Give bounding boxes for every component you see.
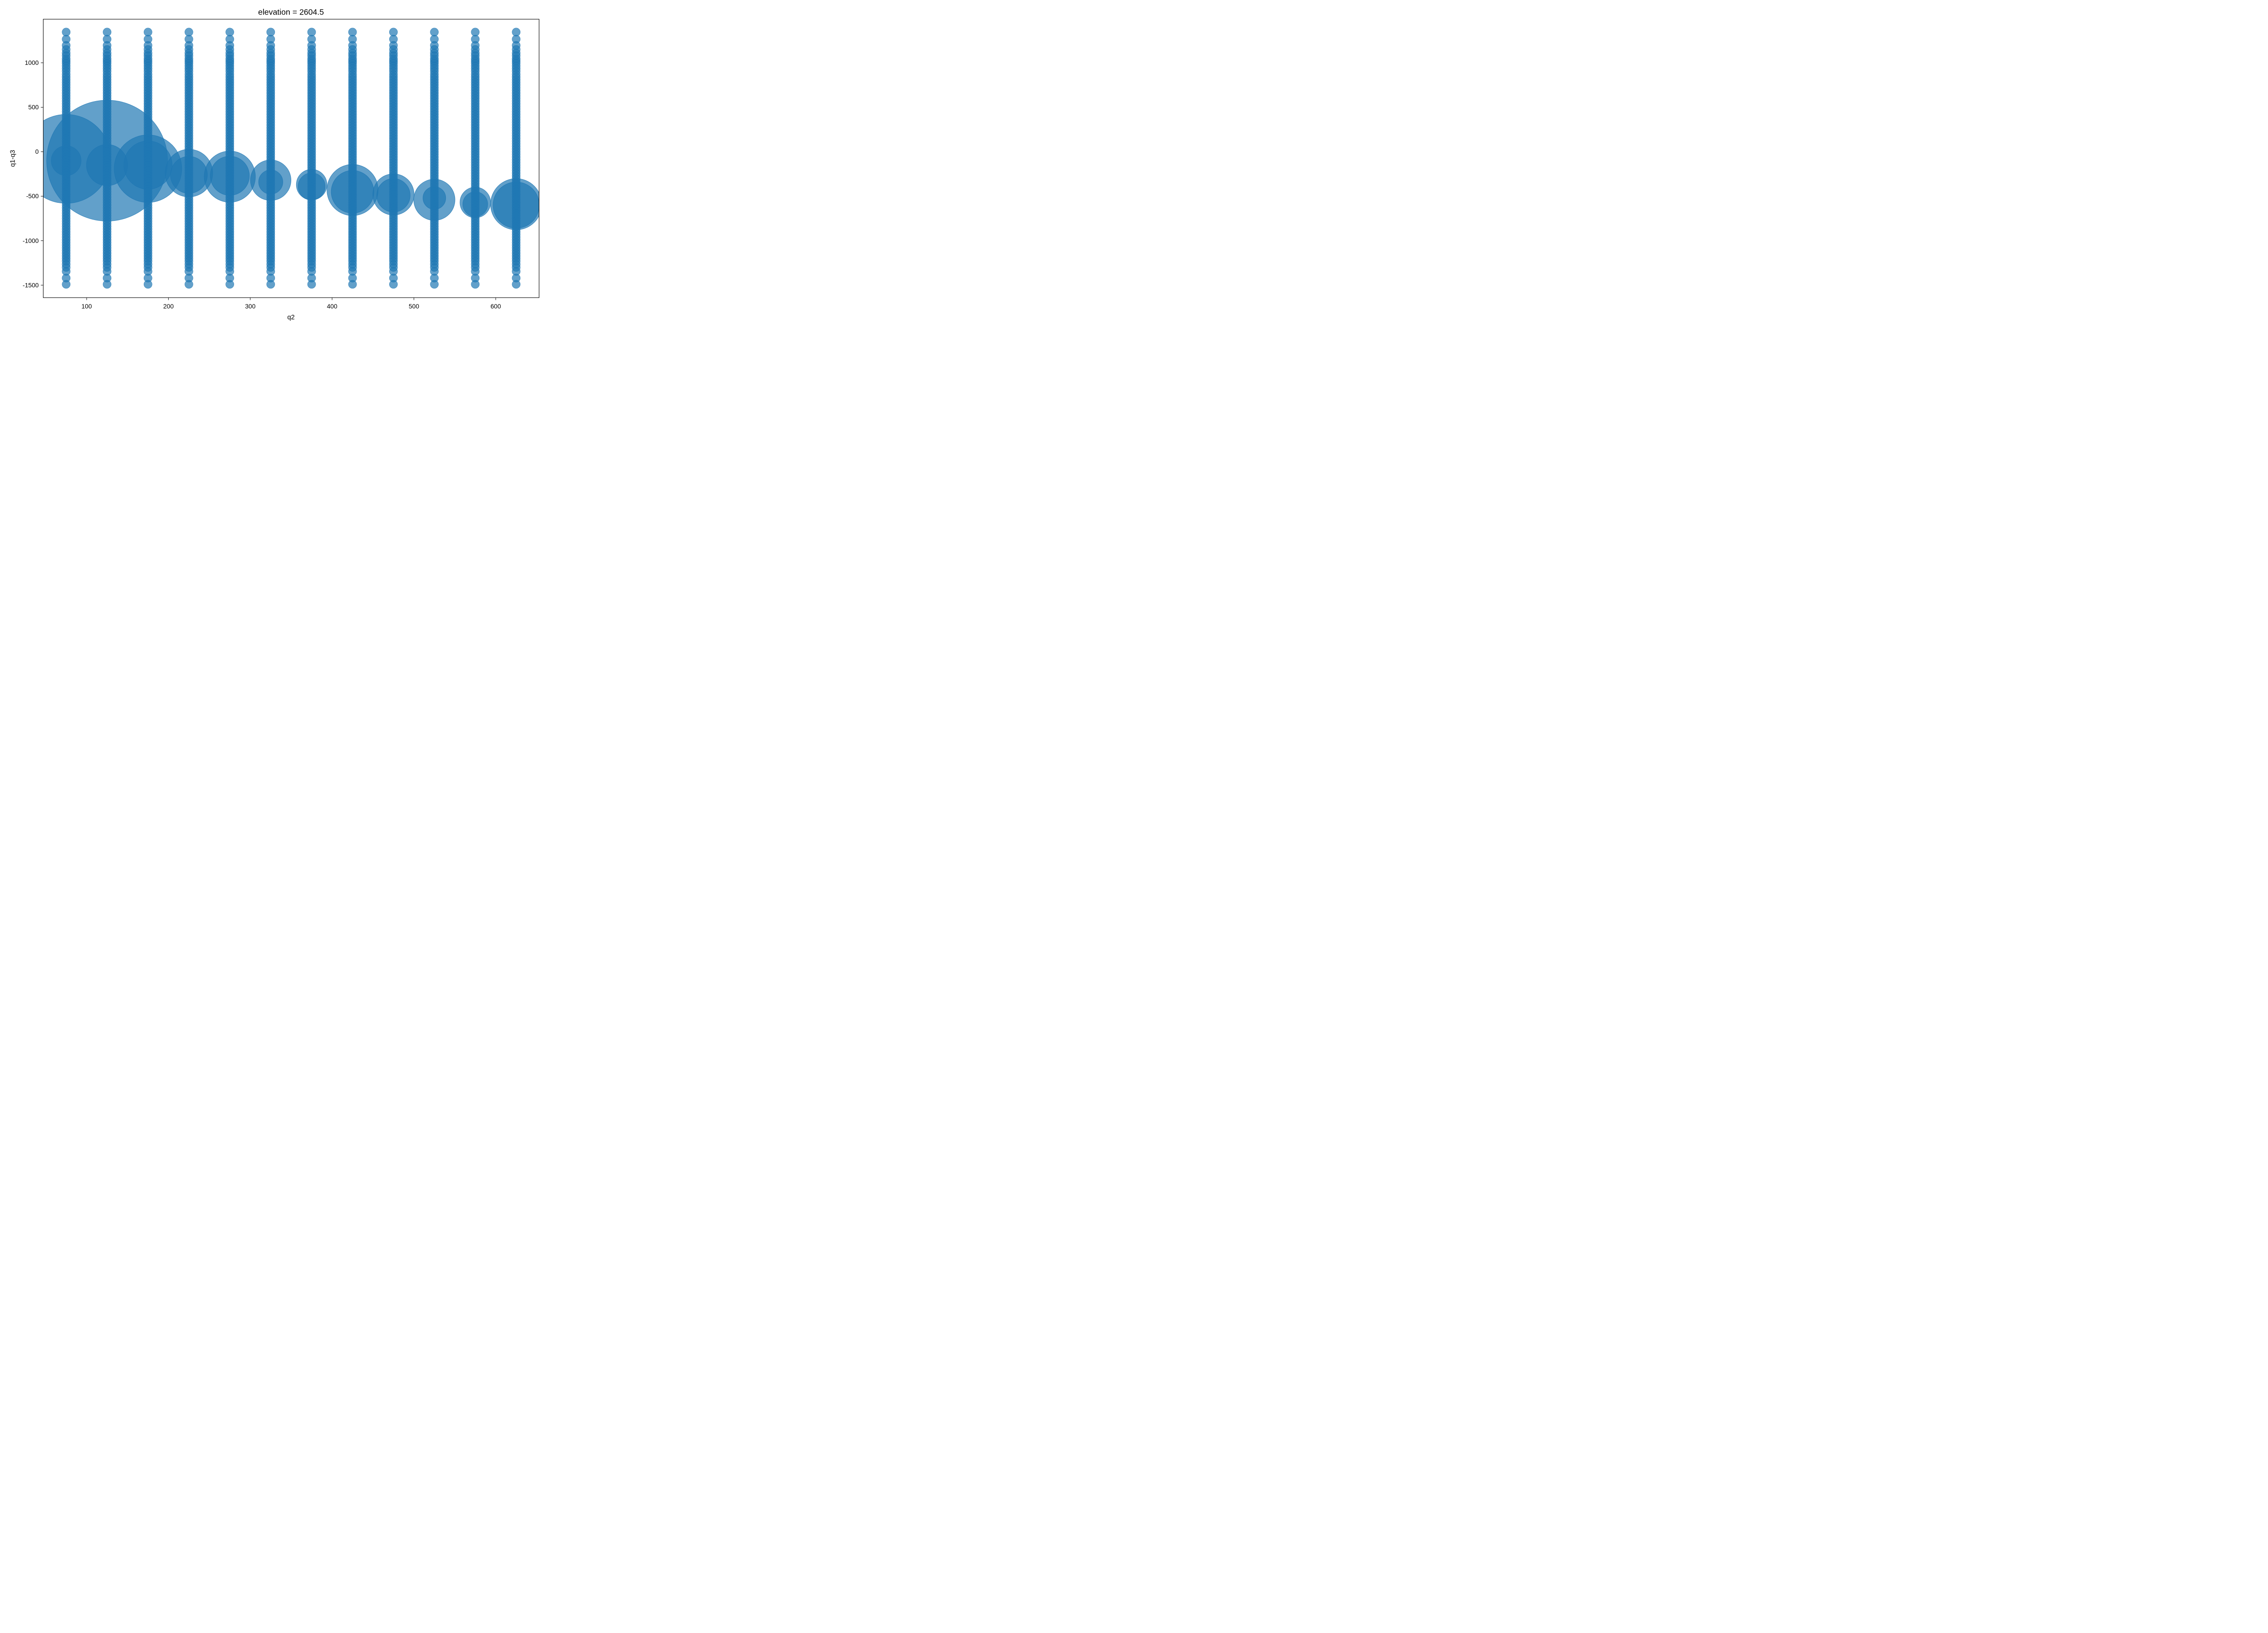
- x-axis: 100 200 300 400 500 600: [81, 298, 501, 310]
- point-col12-88: [512, 280, 521, 289]
- point-col2-88: [103, 280, 112, 289]
- y-tick-label: -500: [26, 192, 39, 200]
- x-tick-label: 600: [490, 303, 501, 310]
- y-axis: 1000 500 0 -500 -1000 -1500: [23, 59, 44, 288]
- point-col11-88: [471, 280, 480, 289]
- x-tick-label: 400: [327, 303, 337, 310]
- y-tick-label: -1500: [23, 281, 39, 288]
- x-axis-label: q2: [287, 314, 294, 321]
- plot-frame: [43, 19, 540, 298]
- point-col10-88: [430, 280, 439, 289]
- point-col4-88: [185, 280, 193, 289]
- point-col6-88: [266, 280, 275, 289]
- y-tick-label: 500: [28, 103, 39, 111]
- point-col1-88: [62, 280, 71, 289]
- point-col3-88: [143, 280, 152, 289]
- x-tick-label: 500: [409, 303, 419, 310]
- y-tick-label: 1000: [25, 59, 39, 66]
- chart: elevation = 2604.5 100 200 300 400 500 600 10…: [0, 0, 544, 327]
- scatter-plot: elevation = 2604.5 100 200 300 400 500 600 10…: [9, 7, 540, 321]
- x-tick-label: 200: [163, 303, 174, 310]
- point-col7-88: [307, 280, 316, 289]
- y-tick-label: 0: [35, 148, 39, 155]
- point-col9-88: [389, 280, 398, 289]
- data-marks: [43, 28, 539, 289]
- chart-title: elevation = 2604.5: [258, 7, 324, 16]
- x-tick-label: 300: [245, 303, 255, 310]
- y-tick-label: -1000: [23, 237, 39, 244]
- point-col8-88: [348, 280, 357, 289]
- point-col5-88: [225, 280, 235, 289]
- y-axis-label: q1-q3: [9, 150, 16, 167]
- x-tick-label: 100: [81, 303, 92, 310]
